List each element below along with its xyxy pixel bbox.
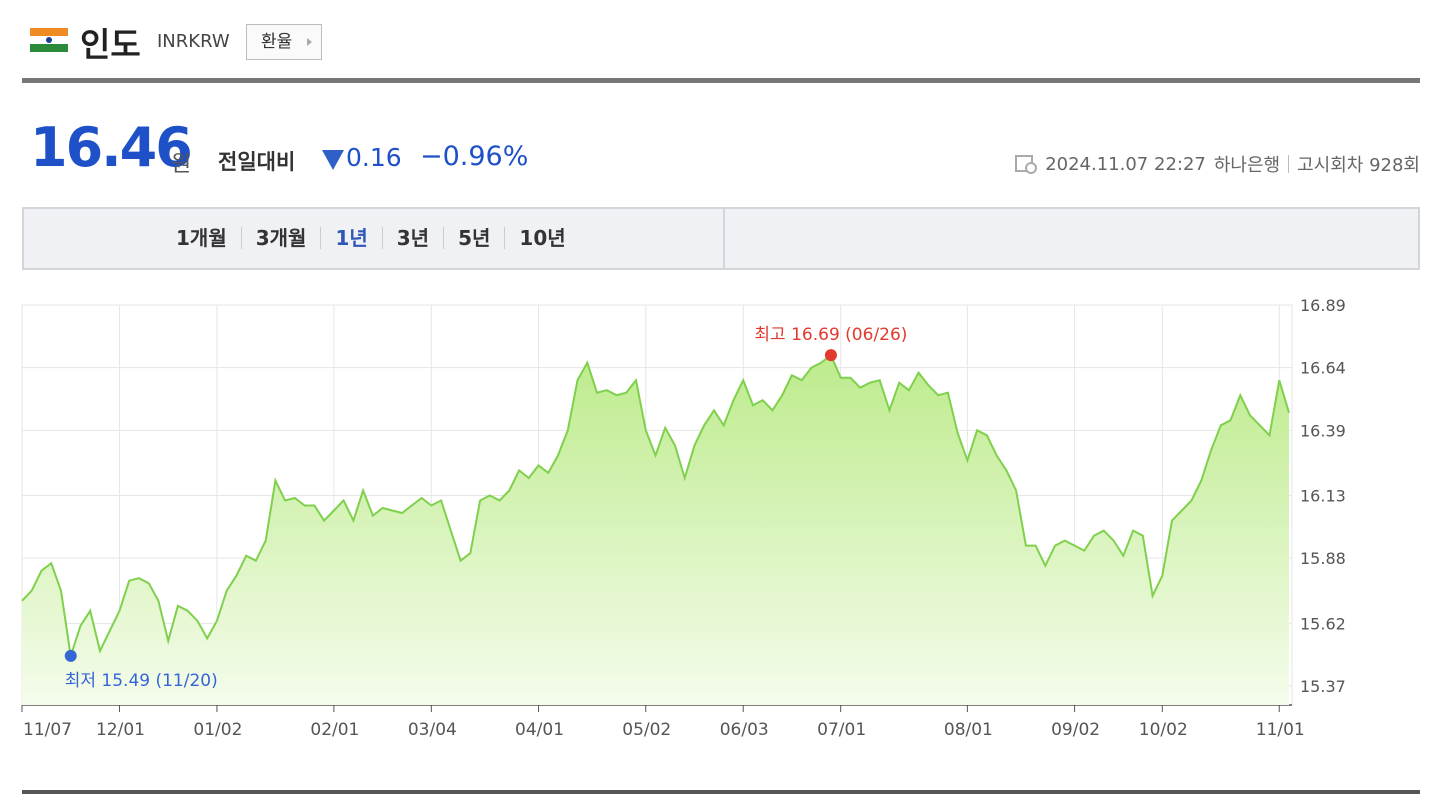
change-percent: −0.96% [420,141,529,172]
period-tabs: 1개월 3개월 1년 3년 5년 10년 [22,207,1420,270]
currency-code: INRKRW [157,31,230,52]
y-tick-label: 15.88 [1300,549,1346,568]
x-tick-label: 08/01 [944,720,993,740]
period-tab[interactable]: 3개월 [240,227,321,249]
period-tab[interactable]: 3년 [381,227,443,249]
divider [22,78,1420,83]
x-tick-label: 10/02 [1139,720,1188,740]
divider [22,790,1420,794]
x-tick-label: 07/01 [817,720,866,740]
high-label: 최고 16.69 (06/26) [754,325,907,345]
down-arrow [322,150,344,170]
y-tick-label: 16.89 [1300,296,1346,315]
y-tick-label: 16.64 [1300,359,1346,378]
x-tick-label: 05/02 [622,720,671,740]
separator [1288,155,1290,173]
x-tick-label: 03/04 [408,720,457,740]
x-tick-label: 04/01 [515,720,564,740]
x-tick-label: 02/01 [310,720,359,740]
calendar-icon [1015,155,1038,174]
low-marker [64,649,77,662]
country: 인도 [80,25,141,64]
y-tick-label: 16.13 [1300,487,1346,506]
y-tick-label: 15.37 [1300,677,1346,696]
x-tick-label: 09/02 [1051,720,1100,740]
change: 0.16 [346,143,402,172]
y-tick-label: 16.39 [1300,421,1346,440]
round: 고시회차 928회 [1297,155,1420,176]
change-label: 전일대비 [218,150,296,174]
unit: 원 [171,152,192,177]
area [22,355,1289,705]
low-label: 최저 15.49 (11/20) [65,671,218,691]
period-tab[interactable]: 1년 [320,227,381,249]
price: 16.46 [30,116,193,179]
x-tick-label: 11/07 [23,720,72,740]
datetime: 2024.11.07 22:27 [1045,153,1206,175]
high-marker [824,349,837,362]
y-tick-label: 15.62 [1300,614,1346,633]
rate-button[interactable]: 환율 [246,24,322,60]
x-tick-label: 06/03 [720,720,769,740]
period-tab[interactable]: 1개월 [176,226,227,250]
flag [30,28,68,52]
period-tab[interactable]: 5년 [443,227,504,249]
meta: 2024.11.07 22:27 하나은행 고시회차 928회 [1015,151,1420,177]
x-tick-label: 01/02 [193,720,242,740]
x-tick-label: 12/01 [96,720,145,740]
x-tick-label: 11/01 [1256,720,1305,740]
period-tab[interactable]: 10년 [504,227,579,249]
line [21,353,1290,657]
bank: 하나은행 [1213,155,1281,176]
chart: 15.37 15.62 15.88 16.13 16.39 16.64 16.89 11/07… [21,296,1346,740]
